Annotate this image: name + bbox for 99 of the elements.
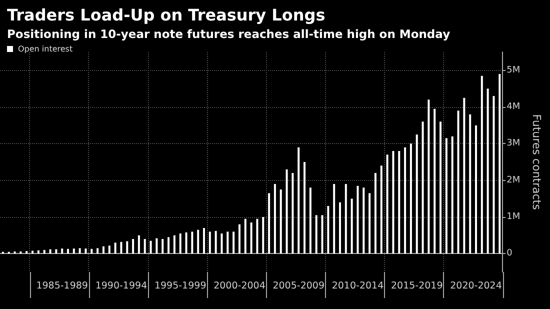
bar (72, 248, 75, 254)
bar (168, 237, 170, 254)
x-tick-label: 2020-2024 (450, 280, 502, 292)
bar (144, 239, 146, 254)
bar (298, 147, 300, 254)
bar (321, 215, 324, 254)
bar (138, 235, 140, 254)
bar (304, 162, 306, 254)
bar (185, 232, 188, 254)
bar (350, 198, 353, 254)
bar (428, 100, 430, 254)
chart-title: Traders Load-Up on Treasury Longs (7, 6, 326, 24)
bar (262, 217, 264, 254)
y-tick-label: 4M (506, 102, 520, 112)
bar (220, 234, 223, 254)
bar (32, 250, 34, 254)
bar (315, 215, 318, 254)
bar (327, 206, 330, 254)
bar (339, 202, 341, 254)
bar (380, 166, 382, 254)
bar (410, 144, 412, 254)
bar (132, 239, 134, 254)
bar (480, 76, 483, 254)
bar (440, 122, 442, 254)
bar (392, 151, 394, 254)
bar (404, 147, 406, 254)
bar (78, 248, 81, 254)
bar (150, 240, 152, 254)
x-tick-label: 2005-2009 (272, 280, 325, 292)
bar (451, 136, 454, 254)
bar (356, 186, 359, 254)
bar (84, 248, 87, 254)
bar (362, 188, 365, 254)
bar (309, 188, 312, 254)
bar (416, 134, 418, 254)
bar (162, 239, 164, 254)
x-tick-label: 1990-1994 (95, 280, 148, 292)
bar (126, 241, 128, 254)
bar (156, 238, 158, 254)
bar (173, 235, 176, 254)
bar (214, 230, 217, 254)
bar (374, 173, 376, 254)
bar (463, 98, 466, 254)
y-tick-label: 2M (506, 175, 520, 186)
bar (120, 242, 122, 254)
bar (475, 125, 477, 254)
bar (179, 234, 182, 254)
bar (398, 151, 400, 254)
y-tick-label: 0 (506, 248, 513, 259)
chart-subtitle: Positioning in 10-year note futures reaches all-time high on Monday (7, 27, 451, 41)
bar (61, 248, 64, 254)
y-tick-label: 3M (506, 138, 520, 149)
bar (286, 169, 288, 254)
bar (292, 173, 294, 254)
bar (492, 96, 495, 254)
bar (96, 248, 99, 254)
bar (422, 122, 424, 254)
bar (49, 249, 52, 254)
bar (90, 248, 93, 254)
bar (208, 232, 211, 254)
x-tick-label: 2000-2004 (214, 280, 266, 292)
bar (386, 154, 388, 254)
bar (238, 224, 240, 254)
bar (486, 88, 489, 254)
bar (274, 184, 276, 254)
bar (197, 230, 200, 254)
bar (457, 110, 460, 254)
bar (250, 222, 252, 254)
bar (67, 248, 69, 254)
bar (37, 250, 40, 254)
bar (445, 138, 448, 254)
bar (256, 218, 258, 254)
x-tick-label: 1985-1989 (36, 280, 88, 292)
bar (226, 232, 229, 254)
bar (268, 193, 270, 254)
x-tick-label: 2015-2019 (390, 280, 443, 292)
bar (191, 232, 194, 254)
bar (26, 251, 28, 254)
bar (55, 249, 58, 254)
bar (232, 232, 235, 254)
bar (114, 242, 116, 254)
legend-label: Open interest (18, 44, 73, 54)
bar (203, 228, 205, 254)
bar (344, 184, 347, 254)
bar (434, 108, 436, 254)
bar (368, 193, 371, 254)
bar (469, 114, 472, 254)
y-tick-label: 5M (506, 65, 520, 76)
y-axis-title: Futures contracts (530, 114, 543, 210)
y-tick-label: 1M (506, 212, 520, 222)
bar (280, 190, 282, 254)
x-tick-label: 2010-2014 (332, 280, 384, 292)
bar (108, 246, 110, 254)
bar (498, 74, 501, 254)
bar (333, 184, 336, 254)
bar (244, 218, 246, 254)
bar (43, 250, 46, 254)
bar (102, 246, 104, 254)
x-tick-label: 1995-1999 (154, 280, 206, 292)
